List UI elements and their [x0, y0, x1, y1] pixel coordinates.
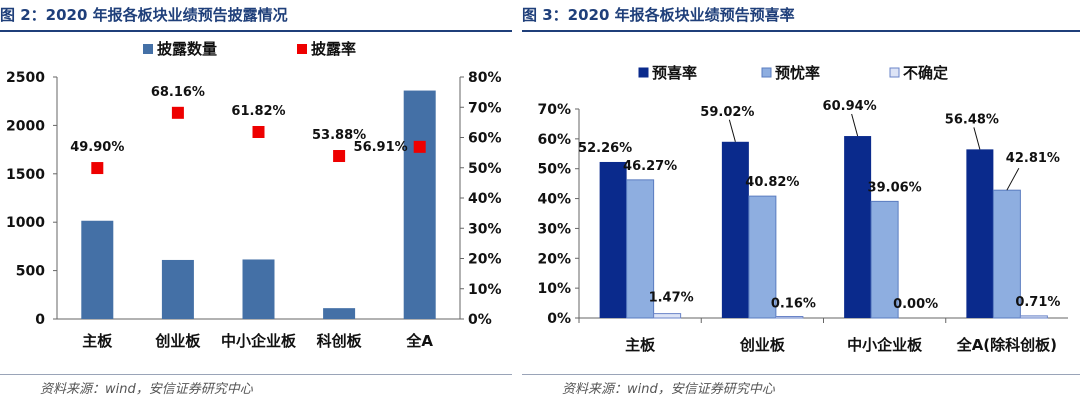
series-3-label: 1.47%: [649, 291, 694, 306]
rate-marker: [252, 125, 265, 138]
right-tick-label: 30%: [468, 221, 502, 237]
figure-3-source: 资料来源：wind，安信证券研究中心: [562, 382, 775, 397]
series-2-bar: [870, 200, 899, 319]
series-3-label: 0.16%: [771, 297, 816, 312]
series-1-leader: [851, 113, 859, 137]
legend-label: 预忧率: [775, 64, 820, 82]
right-tick-label: 50%: [468, 161, 502, 177]
figure-2-title: 图 2：2020 年报各板块业绩预告披露情况: [0, 6, 288, 24]
rate-label: 61.82%: [231, 104, 285, 119]
rate-marker: [171, 106, 184, 119]
rate-label: 68.16%: [151, 85, 205, 100]
y-tick-label: 50%: [537, 162, 571, 178]
rate-marker: [333, 150, 346, 163]
left-tick-label: 2000: [6, 118, 45, 134]
category-label: 全A(除科创板): [956, 336, 1057, 354]
series-2-bar: [748, 195, 777, 319]
figure-3-panel: 图 3：2020 年报各板块业绩预告预喜率 预喜率 预忧率 不确定 0% 10% 20% 3…: [522, 0, 1080, 407]
count-bar: [161, 259, 194, 319]
count-bar: [81, 220, 114, 319]
figure-2-bottom-rule: [0, 374, 512, 375]
series-1-bar: [599, 161, 627, 318]
series-2-bar: [992, 189, 1021, 319]
series-1-label: 59.02%: [700, 105, 754, 120]
legend-swatch: [889, 67, 900, 78]
category-label: 创业板: [154, 332, 201, 350]
legend-swatch-count: [143, 44, 153, 54]
series-2-label: 46.27%: [623, 159, 677, 174]
rate-label: 56.91%: [354, 140, 408, 155]
left-tick-label: 500: [16, 264, 45, 280]
count-bar: [323, 308, 356, 319]
category-label: 中小企业板: [221, 332, 297, 350]
series-3-bar: [653, 313, 682, 319]
figure-3-title: 图 3：2020 年报各板块业绩预告预喜率: [522, 6, 795, 24]
right-tick-label: 20%: [468, 252, 502, 268]
left-tick-label: 2500: [6, 70, 45, 86]
series-3-label: 0.00%: [893, 297, 938, 312]
right-tick-label: 10%: [468, 282, 502, 298]
rate-marker: [413, 140, 426, 153]
figure-2-top-rule: [0, 30, 512, 32]
right-tick-label: 40%: [468, 191, 502, 207]
legend-label-count: 披露数量: [157, 40, 217, 58]
rate-marker: [91, 162, 104, 175]
left-tick-label: 1000: [6, 215, 45, 231]
category-label: 创业板: [739, 336, 786, 354]
disclosure-chart: 披露数量 披露率 0 500 1000 1500 2000 2500 0% 10% 20% 30% 40…: [6, 40, 502, 350]
y-tick-label: 70%: [537, 102, 571, 118]
legend-label-rate: 披露率: [311, 40, 356, 58]
category-label: 中小企业板: [847, 336, 923, 354]
y-tick-label: 0%: [547, 311, 571, 327]
legend-swatch-rate: [297, 44, 307, 54]
series-1-bar: [966, 149, 994, 318]
series-1-label: 56.48%: [945, 112, 999, 127]
legend-label: 不确定: [903, 64, 948, 82]
figure-2-panel: 图 2：2020 年报各板块业绩预告披露情况 披露数量 披露率 0 500 1000 15…: [0, 0, 512, 407]
count-bar: [242, 259, 275, 319]
series-3-bar: [1019, 315, 1048, 319]
right-tick-label: 0%: [468, 312, 492, 328]
y-tick-label: 10%: [537, 281, 571, 297]
series-1-label: 52.26%: [578, 141, 632, 156]
y-tick-label: 60%: [537, 132, 571, 148]
left-tick-label: 0: [35, 312, 45, 328]
figure-3-top-rule: [522, 30, 1080, 32]
left-tick-label: 1500: [6, 167, 45, 183]
positive-rate-chart: 预喜率 预忧率 不确定 0% 10% 20% 30% 40% 50% 60% 70% 主板 创业板 中小企…: [537, 64, 1068, 354]
series-3-bar: [775, 316, 804, 319]
category-label: 科创板: [317, 332, 363, 350]
right-tick-label: 60%: [468, 131, 502, 147]
legend-swatch: [638, 67, 649, 78]
rate-label: 53.88%: [312, 128, 366, 143]
series-1-leader: [728, 119, 736, 142]
series-2-label: 42.81%: [1006, 151, 1060, 166]
figure-3-bottom-rule: [522, 374, 1080, 375]
series-1-bar: [721, 141, 749, 318]
series-2-label: 39.06%: [868, 180, 922, 195]
series-1-bar: [844, 136, 872, 318]
series-2-label: 40.82%: [745, 175, 799, 190]
series-2-leader: [1006, 167, 1020, 191]
count-bar: [403, 90, 436, 319]
series-3-label: 0.71%: [1015, 295, 1060, 310]
right-tick-label: 80%: [468, 70, 502, 86]
series-1-leader: [973, 127, 981, 150]
y-tick-label: 30%: [537, 221, 571, 237]
category-label: 全A: [405, 332, 433, 350]
category-label: 主板: [82, 332, 113, 350]
rate-label: 49.90%: [70, 140, 124, 155]
y-tick-label: 20%: [537, 251, 571, 267]
right-tick-label: 70%: [468, 100, 502, 116]
series-2-bar: [626, 179, 655, 319]
figure-2-source: 资料来源：wind，安信证券研究中心: [40, 382, 253, 397]
legend-swatch: [761, 67, 772, 78]
series-1-label: 60.94%: [823, 99, 877, 114]
category-label: 主板: [625, 336, 656, 354]
y-tick-label: 40%: [537, 192, 571, 208]
legend-label: 预喜率: [652, 64, 697, 82]
